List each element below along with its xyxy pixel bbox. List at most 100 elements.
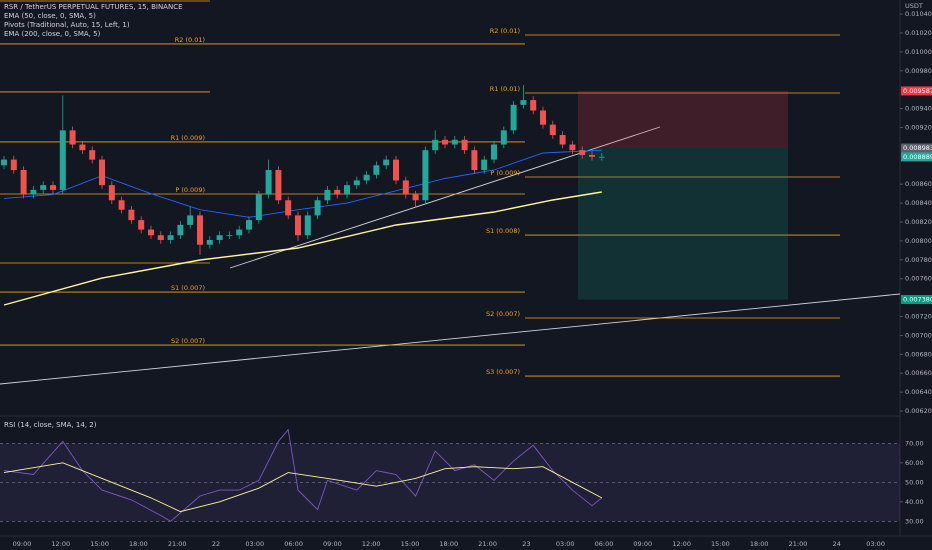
- x-tick-label: 18:00: [439, 540, 458, 548]
- candle-body: [1, 159, 7, 166]
- candle-body: [59, 130, 66, 190]
- price-tag: [901, 86, 932, 96]
- x-tick-label: 06:00: [595, 540, 614, 548]
- pivot-label: S2 (0.007): [486, 310, 520, 318]
- candle-body: [304, 215, 311, 236]
- x-tick-label: 09:00: [633, 540, 652, 548]
- pivot-label: P (0.009): [490, 169, 520, 177]
- rsi-sma-line: [3, 462, 603, 513]
- price-tag: [901, 295, 932, 305]
- candle-body: [461, 139, 468, 151]
- candle-body: [108, 185, 115, 201]
- target-zone: [578, 148, 788, 300]
- candle-body: [393, 159, 399, 181]
- candle-body: [314, 200, 321, 216]
- candle-body: [79, 144, 86, 151]
- x-tick-label: 15:00: [401, 540, 420, 548]
- x-tick-label: 06:00: [284, 540, 303, 548]
- stop-zone: [578, 90, 788, 149]
- candle-body: [363, 174, 370, 181]
- candle-body: [226, 235, 233, 237]
- candle-body: [471, 150, 478, 171]
- candle-body: [197, 215, 203, 245]
- candle-body: [20, 170, 27, 195]
- rsi-tick-label: 50.00: [905, 478, 924, 486]
- candle-body: [383, 159, 390, 166]
- candle-body: [157, 235, 164, 240]
- x-tick-label: 22: [212, 540, 220, 548]
- candle-body: [265, 170, 272, 195]
- candle-body: [40, 185, 47, 190]
- pivot-label: R1 (0.009): [171, 134, 205, 142]
- pivot-label: P (0.009): [175, 186, 205, 194]
- candle-body: [579, 150, 586, 155]
- candle-body: [451, 139, 458, 145]
- candle-body: [295, 215, 301, 236]
- x-tick-label: 23: [522, 540, 530, 548]
- x-tick-label: 15:00: [90, 540, 109, 548]
- pivot-label: R1 (0.01): [490, 85, 520, 93]
- candle-body: [118, 200, 125, 210]
- price-tag: [901, 152, 932, 162]
- candle-body: [598, 156, 605, 158]
- price-tag-label: 0.008983: [903, 144, 932, 152]
- rsi-tick-label: 40.00: [905, 498, 924, 506]
- candle-body: [275, 170, 282, 201]
- x-tick-label: 03:00: [556, 540, 575, 548]
- trend-line: [0, 293, 901, 385]
- candle-body: [353, 180, 360, 186]
- candle-body: [236, 229, 243, 236]
- y-tick-label: 0.010400: [905, 10, 932, 18]
- candle-body: [167, 235, 174, 240]
- candle-body: [30, 189, 37, 195]
- candle-body: [324, 189, 331, 201]
- candle-body: [373, 165, 380, 175]
- candle-body: [520, 100, 527, 105]
- price-tag: [901, 143, 932, 153]
- candle-body: [481, 159, 488, 171]
- candle-body: [10, 159, 17, 171]
- candle-body: [589, 154, 595, 157]
- candle-body: [50, 185, 56, 190]
- x-tick-label: 03:00: [245, 540, 264, 548]
- x-tick-label: 12:00: [672, 540, 691, 548]
- candle-body: [206, 239, 213, 245]
- candle-body: [540, 110, 546, 125]
- x-tick-label: 03:00: [866, 540, 885, 548]
- candle-body: [442, 139, 448, 145]
- candle-body: [510, 104, 517, 131]
- candle-body: [285, 200, 292, 216]
- candle-body: [99, 159, 105, 186]
- candle-body: [549, 124, 556, 136]
- x-tick-label: 21:00: [478, 540, 497, 548]
- x-tick-label: 12:00: [362, 540, 381, 548]
- candle-body: [148, 229, 154, 236]
- candle-body: [569, 144, 576, 151]
- x-tick-label: 18:00: [129, 540, 148, 548]
- candle-body: [491, 144, 497, 160]
- candle-body: [422, 150, 429, 201]
- x-tick-label: 09:00: [13, 540, 32, 548]
- candle-body: [177, 224, 184, 236]
- candle-body: [412, 194, 419, 201]
- currency-label: USDT: [905, 2, 923, 10]
- x-tick-label: 21:00: [168, 540, 187, 548]
- candle-body: [530, 100, 537, 111]
- candle-body: [187, 215, 194, 225]
- price-tag-label: 0.007380: [903, 296, 932, 304]
